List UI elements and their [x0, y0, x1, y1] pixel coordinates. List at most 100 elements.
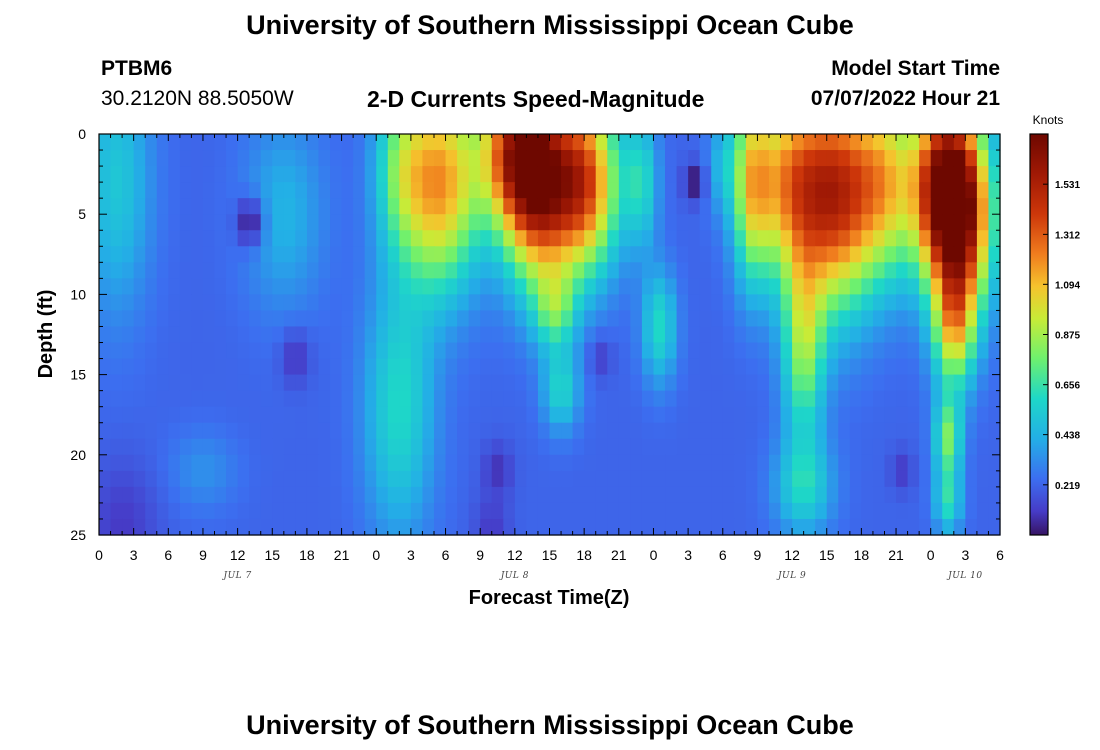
heatmap-cell	[641, 518, 655, 536]
heatmap-cell	[561, 278, 574, 295]
heatmap-cell	[768, 486, 782, 504]
heatmap-cell	[145, 294, 158, 312]
heatmap-cell	[295, 438, 308, 456]
heatmap-cell	[676, 406, 689, 424]
heatmap-cell	[491, 134, 504, 151]
heatmap-cell	[226, 422, 239, 440]
heatmap-cell	[202, 342, 216, 360]
heatmap-cell	[676, 230, 689, 247]
heatmap-cell	[353, 486, 366, 504]
heatmap-cell	[907, 214, 920, 231]
heatmap-cell	[815, 470, 828, 488]
heatmap-cell	[364, 502, 377, 520]
heatmap-cell	[237, 358, 250, 376]
heatmap-cell	[249, 518, 262, 536]
heatmap-cell	[457, 438, 470, 456]
heatmap-cell	[341, 262, 354, 279]
heatmap-cell	[745, 470, 759, 488]
heatmap-cell	[711, 166, 724, 183]
heatmap-cell	[768, 310, 782, 328]
heatmap-cell	[306, 470, 320, 488]
heatmap-cell	[930, 278, 943, 295]
heatmap-cell	[734, 454, 747, 472]
heatmap-cell	[191, 518, 204, 536]
heatmap-cell	[353, 246, 366, 263]
heatmap-cell	[503, 214, 516, 231]
heatmap-cell	[572, 150, 585, 167]
heatmap-cell	[838, 438, 851, 456]
heatmap-cell	[826, 438, 839, 456]
heatmap-cell	[457, 134, 470, 151]
heatmap-cell	[572, 486, 585, 504]
heatmap-cell	[399, 310, 412, 328]
heatmap-cell	[353, 454, 366, 472]
heatmap-cell	[618, 198, 631, 215]
heatmap-cell	[145, 278, 158, 295]
heatmap-cell	[318, 166, 331, 183]
x-tick-label: 18	[854, 547, 870, 563]
heatmap-cell	[988, 406, 1001, 424]
heatmap-cell	[607, 262, 620, 279]
heatmap-cell	[526, 198, 539, 215]
heatmap-cell	[341, 198, 354, 215]
heatmap-cell	[503, 454, 516, 472]
heatmap-cell	[514, 422, 527, 440]
heatmap-cell	[838, 454, 851, 472]
heatmap-cell	[676, 182, 689, 199]
heatmap-cell	[815, 518, 828, 536]
heatmap-cell	[480, 390, 493, 408]
heatmap-cell	[722, 454, 735, 472]
heatmap-cell	[99, 262, 112, 279]
heatmap-cells	[99, 134, 1001, 536]
heatmap-cell	[872, 246, 886, 263]
heatmap-cell	[353, 198, 366, 215]
heatmap-cell	[399, 246, 412, 263]
heatmap-cell	[884, 342, 897, 360]
heatmap-cell	[699, 518, 712, 536]
heatmap-cell	[618, 326, 631, 344]
heatmap-cell	[491, 342, 504, 360]
heatmap-cell	[584, 326, 597, 344]
heatmap-cell	[676, 134, 689, 151]
heatmap-cell	[122, 214, 135, 231]
heatmap-cell	[537, 470, 551, 488]
y-tick-label: 15	[70, 367, 86, 383]
heatmap-cell	[237, 326, 250, 344]
heatmap-cell	[699, 502, 712, 520]
heatmap-cell	[688, 150, 701, 167]
heatmap-cell	[468, 150, 481, 167]
heatmap-cell	[665, 390, 678, 408]
heatmap-cell	[537, 246, 551, 263]
heatmap-cell	[676, 358, 689, 376]
heatmap-cell	[953, 246, 966, 263]
heatmap-cell	[99, 246, 112, 263]
heatmap-cell	[861, 262, 874, 279]
heatmap-cell	[202, 310, 216, 328]
heatmap-cell	[618, 230, 631, 247]
heatmap-cell	[410, 518, 424, 536]
heatmap-cell	[641, 438, 655, 456]
heatmap-cell	[653, 438, 666, 456]
heatmap-cell	[99, 310, 112, 328]
heatmap-cell	[884, 214, 897, 231]
heatmap-cell	[919, 518, 932, 536]
heatmap-cell	[618, 358, 631, 376]
heatmap-cell	[676, 214, 689, 231]
heatmap-cell	[826, 422, 839, 440]
heatmap-cell	[249, 486, 262, 504]
heatmap-cell	[988, 262, 1001, 279]
heatmap-cell	[422, 422, 435, 440]
heatmap-cell	[410, 310, 424, 328]
heatmap-cell	[976, 214, 990, 231]
heatmap-cell	[919, 246, 932, 263]
heatmap-cell	[930, 390, 943, 408]
heatmap-cell	[965, 134, 978, 151]
x-tick-label: 15	[819, 547, 835, 563]
heatmap-cell	[768, 342, 782, 360]
heatmap-cell	[572, 278, 585, 295]
heatmap-cell	[249, 454, 262, 472]
heatmap-cell	[699, 358, 712, 376]
heatmap-cell	[283, 294, 296, 312]
heatmap-cell	[665, 310, 678, 328]
heatmap-cell	[99, 342, 112, 360]
